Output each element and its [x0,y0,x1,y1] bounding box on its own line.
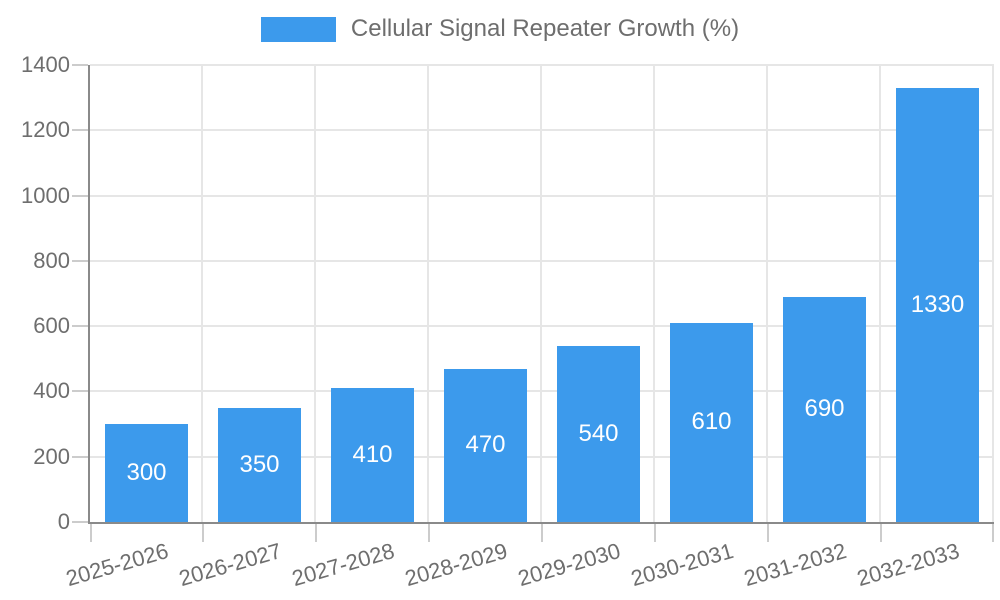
x-axis-tick-label: 2025-2026 [63,538,172,592]
x-axis-tick [541,524,543,542]
x-axis-tick-label: 2027-2028 [289,538,398,592]
y-axis-tick [72,129,88,132]
legend-swatch [260,16,336,42]
y-axis-tick-label: 0 [57,509,70,534]
x-axis-tick [880,524,882,542]
y-axis-tick [72,455,88,458]
x-axis-tick [992,524,994,542]
x-axis-tick [654,524,656,542]
bar: 610 [670,322,753,522]
x-axis-tick [428,524,430,542]
x-axis-tick [767,524,769,542]
y-axis-tick-label: 200 [33,443,70,469]
y-gridline [90,64,994,66]
bar-value-label: 610 [691,408,732,436]
y-axis-tick [72,64,88,66]
y-gridline [90,194,994,197]
y-axis-tick-label: 1000 [21,182,70,208]
x-gridline [314,65,316,522]
bar-value-label: 690 [804,395,845,423]
bar-value-label: 350 [239,450,280,478]
x-axis-tick-label: 2030-2031 [628,538,737,592]
plot-area: 0 200 400 600 800 1000 1200 1400 300 2025-2026 350… [21,52,994,591]
x-gridline [653,65,655,522]
x-axis-tick-label: 2032-2033 [854,538,963,592]
x-gridline [201,65,203,522]
x-gridline [992,65,994,522]
bar: 410 [331,388,414,522]
y-gridline [90,390,994,393]
y-axis-tick [72,194,88,197]
x-axis-tick [90,524,92,542]
bar-value-label: 540 [578,419,619,447]
x-gridline [766,65,768,522]
bar-value-label: 300 [126,459,167,487]
x-axis-tick-label: 2028-2029 [402,538,511,592]
legend-label: Cellular Signal Repeater Growth (%) [350,15,740,42]
bar-value-label: 410 [352,441,393,469]
y-axis-tick-label: 600 [33,313,70,339]
y-gridline [90,259,994,262]
y-axis-tick [72,521,88,523]
x-axis-tick [315,524,317,542]
y-axis-tick [72,259,88,262]
y-axis-tick-label: 400 [33,378,70,404]
bar-value-label: 470 [465,431,506,459]
x-axis-tick-label: 2031-2032 [741,538,850,592]
y-axis-tick [72,390,88,393]
y-axis-tick-label: 800 [33,247,70,273]
bar-value-label: 1330 [910,290,965,318]
x-axis-tick-label: 2029-2030 [515,538,624,592]
y-axis-tick [72,325,88,328]
y-gridline [90,129,994,132]
y-gridline [90,455,994,458]
bar: 350 [218,407,301,522]
bar: 1330 [896,87,979,522]
x-gridline [879,65,881,522]
y-axis-tick-label: 1400 [21,52,70,77]
bar: 300 [105,424,188,522]
y-gridline [90,325,994,328]
bar: 690 [783,296,866,522]
x-gridline [540,65,542,522]
x-axis-tick [202,524,204,542]
y-axis-tick-label: 1200 [21,117,70,143]
x-gridline [427,65,429,522]
chart-legend: Cellular Signal Repeater Growth (%) [0,15,1000,43]
bar: 540 [557,345,640,522]
bar: 470 [444,368,527,522]
x-axis-tick-label: 2026-2027 [176,538,285,592]
